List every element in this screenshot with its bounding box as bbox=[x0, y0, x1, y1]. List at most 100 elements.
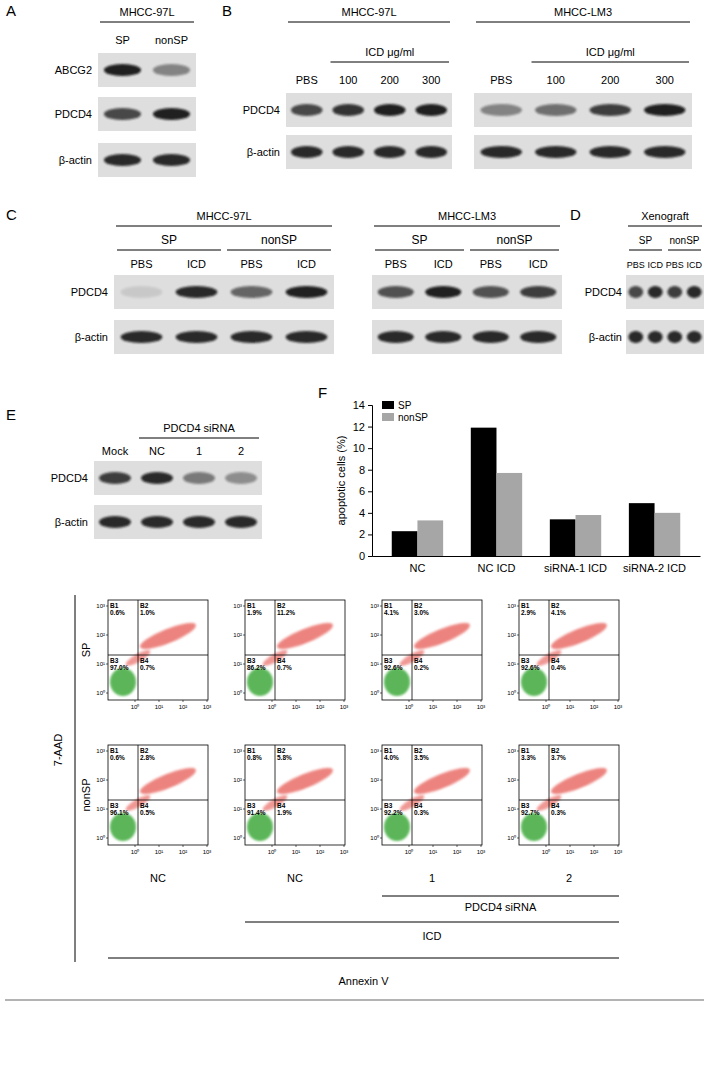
tick-mark bbox=[380, 606, 382, 607]
blot-strip bbox=[474, 93, 692, 127]
band bbox=[121, 331, 163, 343]
bar bbox=[392, 531, 418, 556]
tick: 2 bbox=[359, 528, 372, 540]
tick-mark bbox=[183, 845, 184, 847]
band bbox=[520, 331, 556, 343]
gate-percent: 0.4% bbox=[551, 664, 566, 671]
band bbox=[153, 64, 190, 76]
blot-panel: DPDCD4β-actinXenograftSPnonSPPBSICDPBSIC… bbox=[570, 206, 704, 354]
gate-percent: 0.7% bbox=[277, 664, 292, 671]
tick-label: 8 bbox=[359, 464, 365, 476]
tick-label: 10⁰ bbox=[507, 689, 516, 696]
row-label: β-actin bbox=[59, 154, 92, 166]
blot-strip bbox=[372, 320, 562, 354]
gate-percent: 97.0% bbox=[110, 664, 129, 671]
tick-label: 10³ bbox=[507, 603, 516, 609]
gate-percent: 0.8% bbox=[247, 754, 262, 761]
gate-percent: 4.0% bbox=[384, 754, 399, 761]
gate-name: B4 bbox=[551, 802, 560, 809]
tick-mark bbox=[368, 427, 372, 428]
tick-label: 10¹ bbox=[429, 849, 438, 855]
tick-label: 10² bbox=[370, 777, 379, 783]
bracket bbox=[382, 896, 619, 897]
subgroup-label: nonSP bbox=[261, 233, 297, 247]
tick-mark bbox=[296, 700, 297, 702]
tick-mark bbox=[380, 751, 382, 752]
tick-mark bbox=[106, 606, 108, 607]
blot-strip bbox=[286, 93, 452, 127]
tick-mark bbox=[380, 635, 382, 636]
tick-mark bbox=[618, 700, 619, 702]
tick-mark bbox=[618, 845, 619, 847]
tick-mark bbox=[368, 470, 372, 471]
blot-strip bbox=[94, 461, 262, 495]
tick-mark bbox=[243, 664, 245, 665]
band bbox=[231, 286, 273, 298]
gate-name: B2 bbox=[551, 747, 560, 754]
tick-mark bbox=[409, 845, 410, 847]
title-rule bbox=[100, 22, 194, 23]
band bbox=[481, 146, 522, 158]
blot-panel: AABCG2PDCD4β-actinMHCC-97LSPnonSP bbox=[6, 2, 196, 177]
subgroup-label: SP bbox=[161, 233, 177, 247]
gate-line bbox=[549, 745, 550, 845]
gate-line bbox=[245, 655, 345, 656]
panel-letter: B bbox=[222, 2, 232, 19]
gate-percent: 0.6% bbox=[110, 754, 125, 761]
tick-mark bbox=[517, 838, 519, 839]
gate-line bbox=[549, 600, 550, 700]
panel-letter: E bbox=[6, 406, 16, 423]
gate-percent: 1.9% bbox=[247, 609, 262, 616]
tick-mark bbox=[159, 845, 160, 847]
gate-line bbox=[412, 745, 413, 845]
gate-name: B3 bbox=[247, 802, 256, 809]
lane-label: PBS bbox=[240, 258, 262, 270]
tick-label: 10⁰ bbox=[96, 689, 105, 696]
row-label: PDCD4 bbox=[243, 104, 280, 116]
group-title: MHCC-LM3 bbox=[554, 6, 612, 18]
group-title: MHCC-LM3 bbox=[438, 210, 496, 222]
tick-label: 10³ bbox=[370, 603, 379, 609]
blot-strip bbox=[98, 53, 196, 87]
span-label: ICD μg/ml bbox=[586, 46, 635, 58]
flow-plot: 10⁰10⁰10¹10¹10²10²10³10³B13.3%B23.7%B392… bbox=[507, 745, 622, 855]
subgroup-label: nonSP bbox=[669, 235, 699, 246]
panel-letter: C bbox=[6, 206, 17, 223]
blot-strip bbox=[98, 143, 196, 177]
gate-percent: 4.1% bbox=[551, 609, 566, 616]
lane-label: 100 bbox=[547, 74, 565, 86]
band bbox=[332, 104, 364, 116]
tick-mark bbox=[159, 700, 160, 702]
row-label: PDCD4 bbox=[71, 286, 108, 298]
gate-line bbox=[412, 600, 413, 700]
axis-rule bbox=[75, 595, 76, 962]
lane-label: 200 bbox=[381, 74, 399, 86]
gate-line bbox=[275, 745, 276, 845]
band bbox=[590, 104, 631, 116]
tick-label: 10² bbox=[96, 632, 105, 638]
gate-percent: 4.1% bbox=[384, 609, 399, 616]
panel-letter: D bbox=[570, 206, 581, 223]
tick-label: 10⁰ bbox=[542, 703, 551, 710]
tick-mark bbox=[243, 606, 245, 607]
x-axis-line bbox=[373, 556, 701, 557]
blot-strip bbox=[626, 320, 704, 354]
gate-line bbox=[138, 745, 139, 845]
tick-mark bbox=[380, 809, 382, 810]
plot-frame bbox=[245, 600, 345, 700]
span-label: ICD μg/ml bbox=[365, 46, 414, 58]
band bbox=[99, 472, 131, 484]
tick-label: 10² bbox=[96, 777, 105, 783]
tick-label: 10² bbox=[233, 777, 242, 783]
band bbox=[425, 331, 461, 343]
bar bbox=[655, 513, 681, 556]
subgroup-rule bbox=[668, 250, 701, 251]
tick-label: 10² bbox=[507, 777, 516, 783]
tick-label: 10¹ bbox=[155, 704, 164, 710]
lane-label: 300 bbox=[656, 74, 674, 86]
group-title: Xenograft bbox=[641, 210, 689, 222]
legend-swatch bbox=[382, 413, 394, 421]
row-label: β-actin bbox=[247, 146, 280, 158]
population bbox=[521, 668, 547, 696]
bar bbox=[576, 515, 602, 556]
